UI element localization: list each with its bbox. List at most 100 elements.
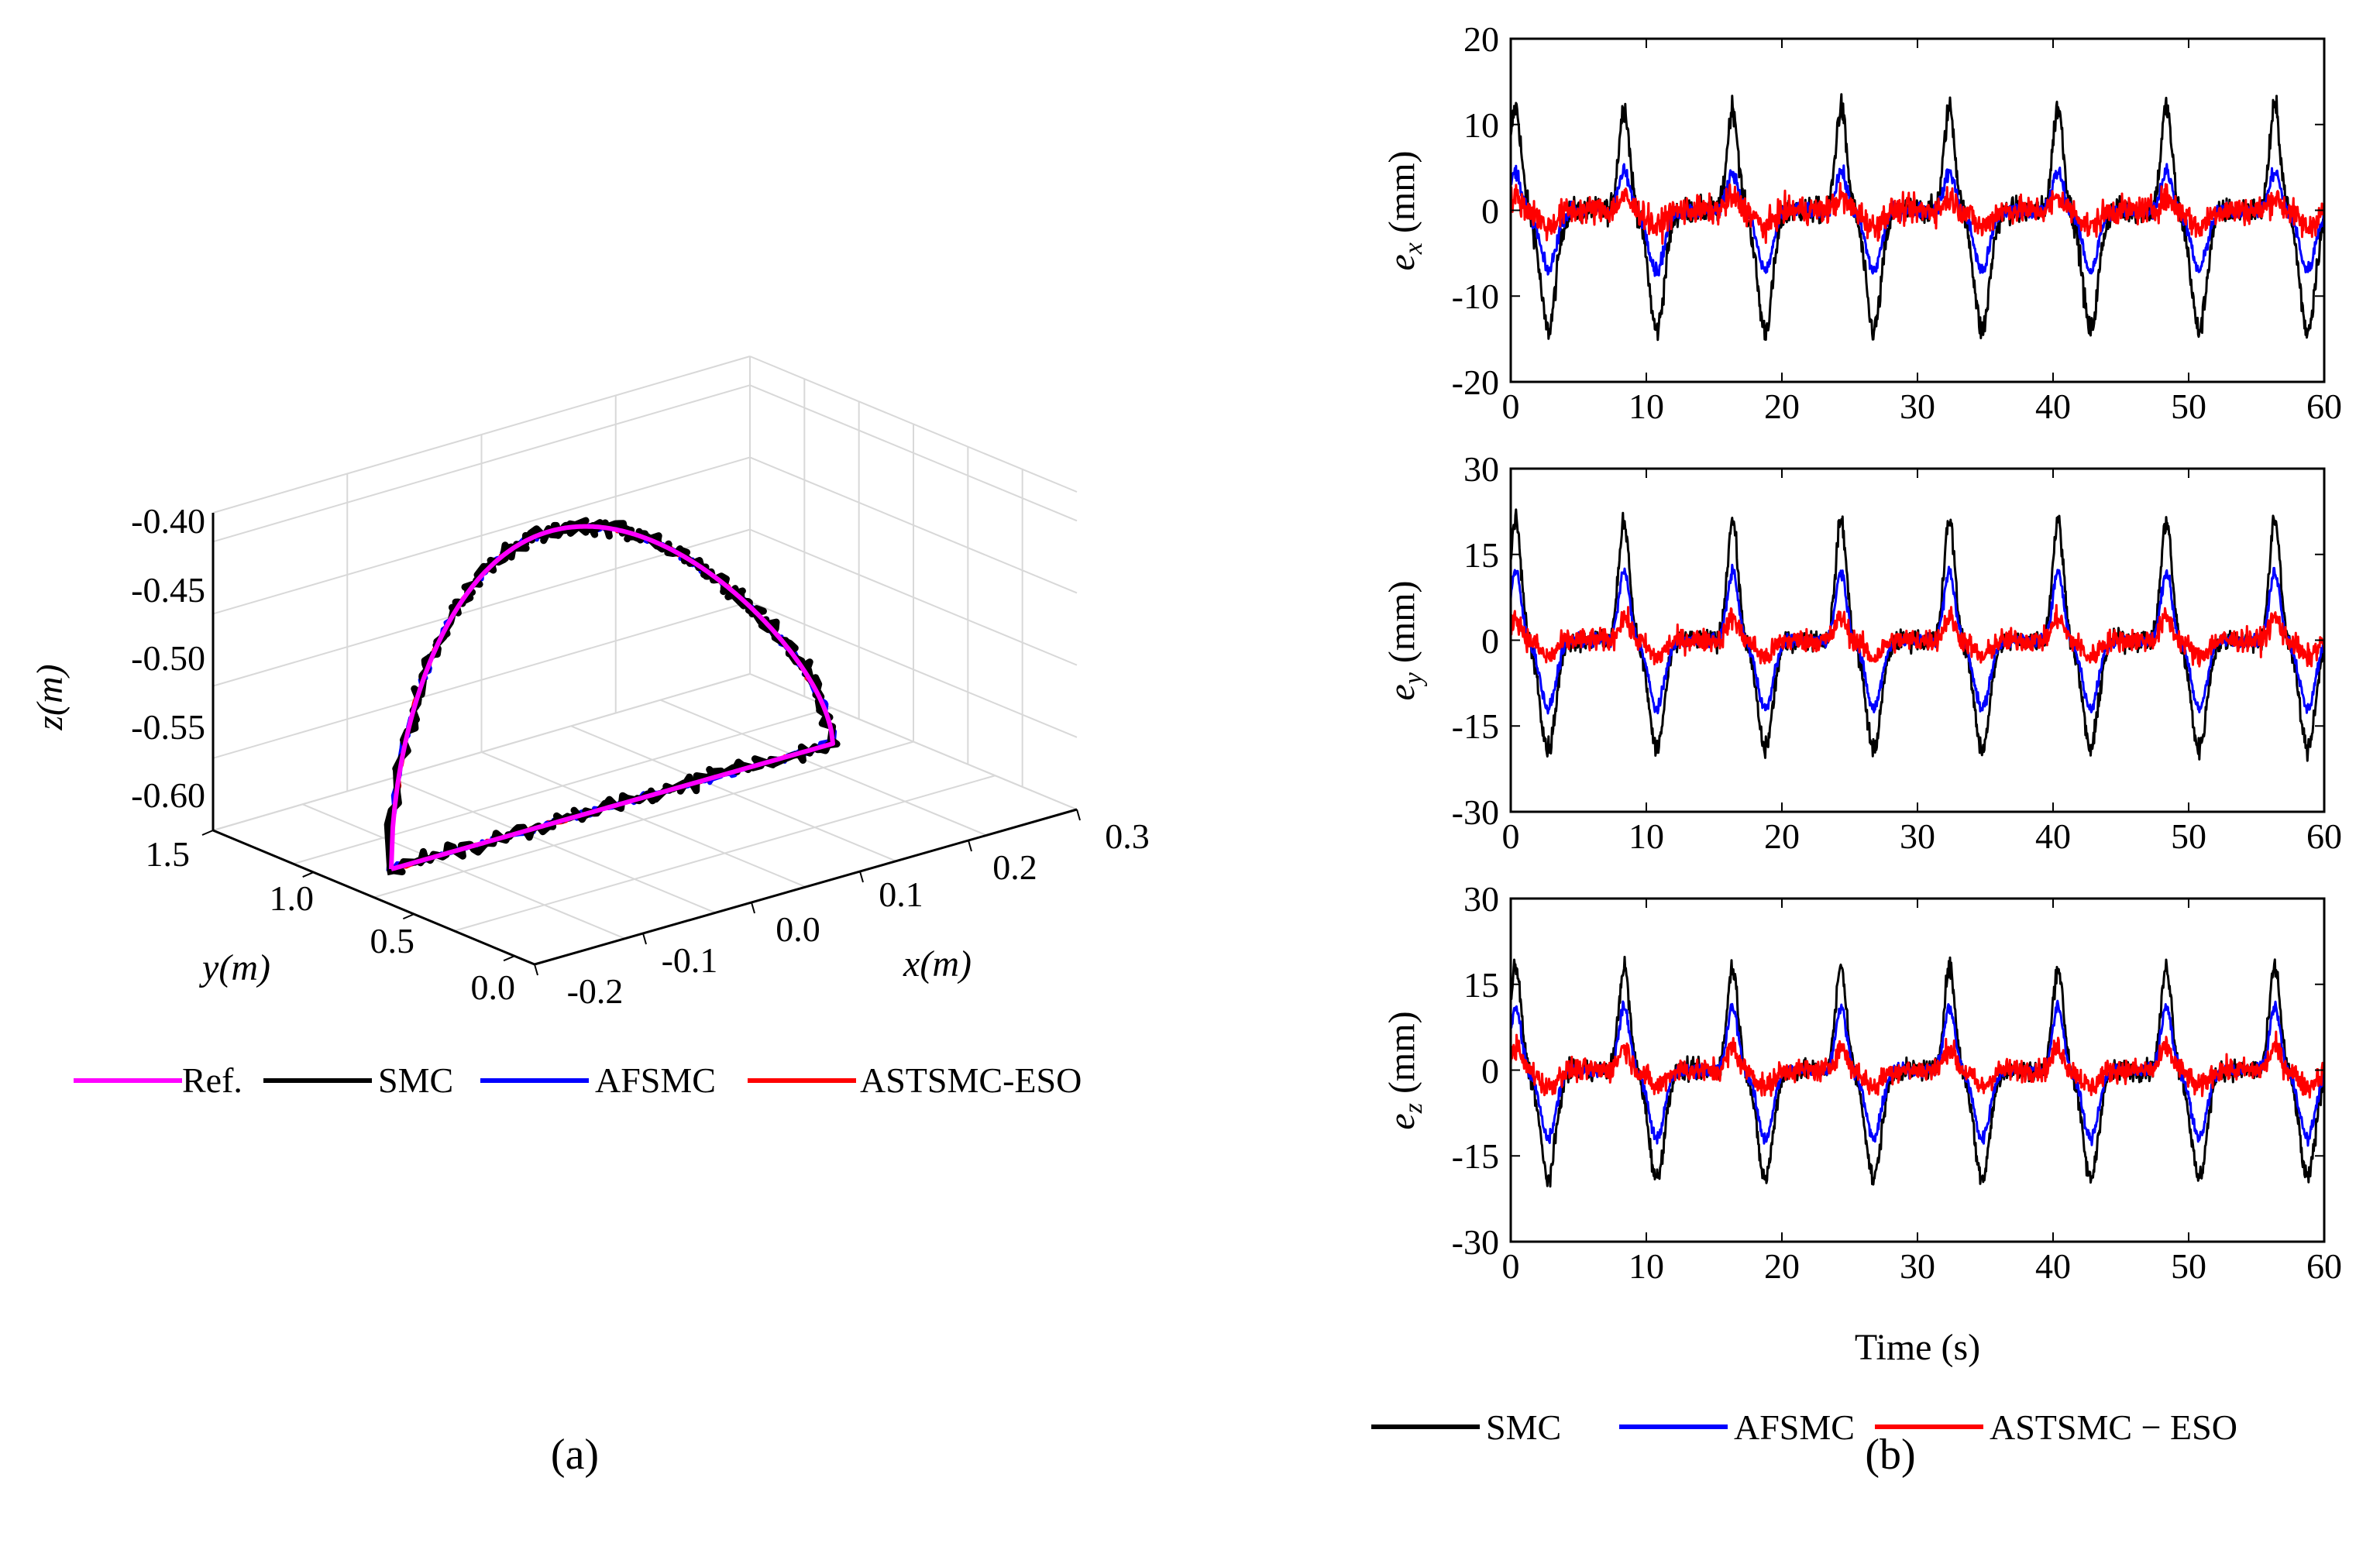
ey-x-tick-label: 0: [1502, 816, 1520, 856]
ez-y-label-sub: z: [1399, 1103, 1428, 1114]
x-tick-mark: [642, 933, 647, 945]
ex-y-tick-label: 20: [1463, 19, 1499, 59]
legend-a: Ref. SMC AFSMC ASTSMC-ESO: [74, 1060, 1082, 1100]
ez-y-tick-label: 0: [1481, 1051, 1499, 1091]
grid-line: [749, 456, 1078, 594]
axes-3d: [201, 513, 1081, 976]
grid-line: [212, 528, 751, 687]
series-line-astsmc-eso: [1509, 603, 2326, 668]
x-tick-mark: [859, 871, 864, 883]
ey-x-tick-label: 60: [2306, 816, 2342, 856]
ez-x-tick-label: 10: [1629, 1246, 1664, 1286]
ez-x-tick-label: 30: [1900, 1246, 1935, 1286]
legend-label-ref: Ref.: [182, 1060, 242, 1100]
trajectory-afsmc: [386, 521, 837, 872]
y-tick-mark: [503, 955, 515, 962]
panel-b-label: (b): [1865, 1431, 1915, 1479]
y-tick-label: 1.5: [146, 834, 191, 874]
y-tick-mark: [302, 871, 315, 878]
ey-y-tick-label: 0: [1481, 621, 1499, 661]
series-line-astsmc-eso: [1509, 1030, 2326, 1099]
ez-y-tick-label: 15: [1463, 965, 1499, 1005]
ey-y-label-unit: (mm): [1381, 580, 1422, 672]
ex-y-tick-label: -10: [1452, 277, 1499, 316]
time-axis-label: Time (s): [1855, 1327, 1980, 1368]
ey-x-tick-label: 10: [1629, 816, 1664, 856]
ex-x-tick-label: 40: [2035, 387, 2071, 426]
legend-label-astsmc: ASTSMC − ESO: [1990, 1407, 2237, 1447]
axis-line: [534, 808, 1078, 966]
ey-y-tick-label: 15: [1463, 535, 1499, 575]
y-tick-mark: [402, 913, 414, 920]
x-tick-mark: [968, 840, 972, 852]
series-line-astsmc-eso: [1509, 182, 2326, 245]
ez-y-tick-label: -15: [1452, 1136, 1499, 1176]
grid-line: [749, 600, 1078, 738]
ez-plot-lines: [1509, 955, 2326, 1188]
ez-x-tick-label: 60: [2306, 1246, 2342, 1286]
ez-x-tick-label: 0: [1502, 1246, 1520, 1286]
grid-3d: [212, 356, 1078, 940]
ex-y-tick-label: -20: [1452, 363, 1499, 402]
x-tick-mark: [534, 964, 538, 976]
legend-label-afsmc: AFSMC: [595, 1060, 716, 1100]
x-tick-label: -0.2: [567, 971, 624, 1011]
ez-y-label-main: e: [1381, 1113, 1422, 1129]
grid-line: [749, 384, 1078, 522]
axis-line: [212, 829, 535, 966]
legend-label-afsmc: AFSMC: [1734, 1407, 1855, 1447]
ex-y-label-main: e: [1381, 254, 1422, 270]
ex-x-tick-label: 20: [1764, 387, 1800, 426]
x-axis-label: x(m): [903, 943, 972, 985]
trajectory-3d-chart: -0.40 -0.45 -0.50 -0.55 -0.60 z(m) 1.5 1…: [29, 356, 1150, 1479]
grid-line: [749, 673, 1078, 810]
ex-y-label-unit: (mm): [1381, 150, 1422, 242]
grid-line: [453, 775, 996, 932]
ez-y-label-unit: (mm): [1381, 1011, 1422, 1103]
ey-tick-marks: [1510, 468, 2325, 813]
ex-x-tick-label: 10: [1629, 387, 1664, 426]
trajectory-smc: [383, 517, 841, 876]
x-tick-label: 0.0: [776, 909, 820, 949]
x-tick-mark: [1076, 809, 1081, 821]
ey-y-axis-label: ey (mm): [1381, 580, 1428, 700]
grid-line: [293, 706, 832, 865]
z-tick-label: -0.55: [131, 707, 205, 747]
legend-label-smc: SMC: [1486, 1407, 1561, 1447]
y-tick-mark: [201, 830, 214, 836]
grid-line: [212, 456, 751, 615]
ex-x-tick-label: 50: [2171, 387, 2206, 426]
grid-line: [749, 528, 1078, 666]
ez-x-tick-label: 20: [1764, 1246, 1800, 1286]
legend-b: SMC AFSMC ASTSMC − ESO: [1371, 1407, 2237, 1447]
grid-line: [212, 673, 751, 831]
ey-x-tick-label: 30: [1900, 816, 1935, 856]
error-time-series: 20 10 0 -10 -20 0 10 20 30 40 50 60 ex (…: [1371, 19, 2342, 1479]
ey-y-label-sub: y: [1399, 672, 1428, 686]
ez-y-tick-label: -30: [1452, 1222, 1499, 1262]
ex-y-tick-label: 10: [1463, 105, 1499, 145]
grid-line: [373, 741, 914, 899]
ey-x-tick-label: 50: [2171, 816, 2206, 856]
ez-x-tick-label: 50: [2171, 1246, 2206, 1286]
ex-y-label-sub: x: [1399, 242, 1428, 255]
trajectory-astsmc-eso: [388, 522, 836, 871]
y-axis-label: y(m): [198, 947, 270, 988]
panel-a-label: (a): [551, 1431, 599, 1479]
ez-tick-marks: [1510, 898, 2325, 1242]
z-axis-label: z(m): [29, 664, 71, 730]
ex-subplot: 20 10 0 -10 -20 0 10 20 30 40 50 60 ex (…: [1381, 19, 2342, 426]
ez-x-tick-label: 40: [2035, 1246, 2071, 1286]
ex-x-tick-label: 30: [1900, 387, 1935, 426]
z-tick-label: -0.60: [131, 775, 205, 815]
ex-tick-marks: [1510, 38, 2325, 383]
x-tick-label: 0.1: [879, 875, 923, 914]
ex-x-tick-label: 60: [2306, 387, 2342, 426]
z-tick-label: -0.40: [131, 501, 205, 541]
x-tick-label: 0.3: [1105, 816, 1150, 856]
y-tick-label: 0.0: [471, 967, 516, 1007]
ey-subplot: 30 15 0 -15 -30 0 10 20 30 40 50 60 ey (…: [1381, 449, 2342, 856]
grid-line: [212, 384, 751, 543]
ey-plot-lines: [1509, 508, 2326, 762]
